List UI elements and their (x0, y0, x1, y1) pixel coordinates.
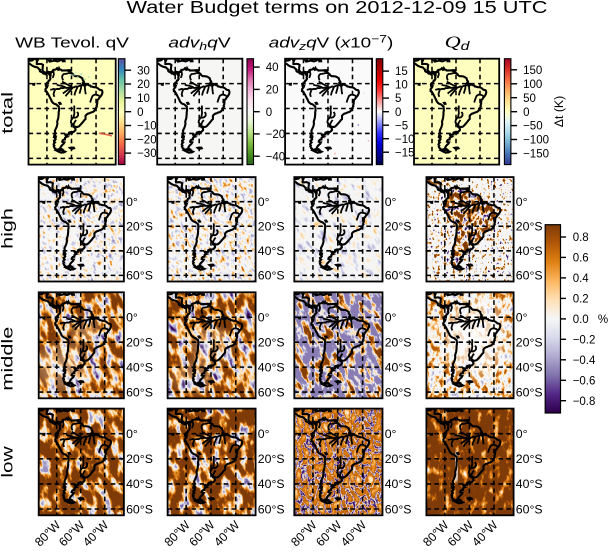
svg-text:total: total (0, 92, 17, 134)
svg-text:60°S: 60°S (516, 502, 543, 516)
svg-text:%: % (598, 314, 608, 326)
svg-text:60°S: 60°S (126, 385, 153, 399)
svg-text:60°S: 60°S (516, 269, 543, 283)
svg-text:60°S: 60°S (385, 502, 412, 516)
svg-text:−150: −150 (523, 149, 549, 161)
svg-text:20°S: 20°S (258, 336, 285, 350)
svg-text:20°S: 20°S (516, 336, 543, 350)
svg-text:20°S: 20°S (126, 220, 153, 234)
svg-text:40°S: 40°S (516, 360, 543, 374)
svg-text:−30: −30 (137, 148, 157, 160)
svg-text:−20: −20 (137, 134, 157, 146)
svg-text:−10: −10 (395, 134, 415, 146)
svg-text:0.0: 0.0 (573, 314, 589, 326)
svg-text:20°S: 20°S (126, 336, 153, 350)
svg-text:0: 0 (266, 107, 272, 119)
svg-text:20°S: 20°S (258, 452, 285, 466)
svg-text:5: 5 (395, 93, 401, 105)
svg-text:0°: 0° (258, 427, 270, 441)
svg-text:60°S: 60°S (385, 385, 412, 399)
svg-text:0: 0 (137, 107, 143, 119)
svg-text:60°S: 60°S (126, 269, 153, 283)
svg-text:20°S: 20°S (385, 452, 412, 466)
svg-text:10: 10 (137, 93, 150, 105)
svg-text:20°S: 20°S (385, 220, 412, 234)
svg-text:20: 20 (137, 79, 150, 91)
svg-text:20°S: 20°S (516, 452, 543, 466)
svg-text:advzqV (x10−7): advzqV (x10−7) (269, 33, 394, 53)
svg-text:40°S: 40°S (516, 244, 543, 258)
svg-text:0.4: 0.4 (573, 273, 590, 285)
svg-text:Water Budget terms on 2012-12-: Water Budget terms on 2012-12-09 15 UTC (126, 0, 547, 18)
svg-text:40°S: 40°S (258, 360, 285, 374)
svg-text:100: 100 (523, 79, 542, 91)
svg-text:40°S: 40°S (126, 244, 153, 258)
svg-text:20°S: 20°S (258, 220, 285, 234)
svg-text:40°S: 40°S (258, 477, 285, 491)
svg-text:60°S: 60°S (258, 269, 285, 283)
svg-text:40°S: 40°S (258, 244, 285, 258)
svg-text:60°S: 60°S (385, 269, 412, 283)
svg-text:20°S: 20°S (126, 452, 153, 466)
svg-text:0°: 0° (516, 311, 528, 325)
svg-text:0: 0 (395, 107, 401, 119)
svg-text:−50: −50 (523, 121, 543, 133)
svg-text:20: 20 (266, 85, 279, 97)
svg-text:20°S: 20°S (385, 336, 412, 350)
svg-text:−100: −100 (523, 135, 549, 147)
svg-text:40°S: 40°S (516, 477, 543, 491)
svg-text:0°: 0° (258, 311, 270, 325)
svg-text:60°S: 60°S (258, 385, 285, 399)
svg-text:−20: −20 (266, 129, 286, 141)
svg-text:low: low (0, 446, 16, 478)
svg-text:20°S: 20°S (516, 220, 543, 234)
svg-text:0°: 0° (516, 195, 528, 209)
svg-text:Δt (K): Δt (K) (552, 96, 566, 127)
svg-text:40°S: 40°S (385, 477, 412, 491)
svg-text:0.8: 0.8 (573, 232, 589, 244)
svg-text:0°: 0° (385, 427, 397, 441)
svg-text:middle: middle (0, 327, 17, 391)
svg-text:high: high (0, 208, 17, 249)
svg-text:Qd: Qd (445, 33, 471, 53)
svg-text:60°S: 60°S (516, 385, 543, 399)
svg-text:60°S: 60°S (126, 502, 153, 516)
svg-text:−0.8: −0.8 (573, 396, 596, 408)
svg-text:15: 15 (395, 66, 408, 78)
svg-text:40°S: 40°S (126, 360, 153, 374)
svg-text:0°: 0° (258, 195, 270, 209)
svg-text:advhqV: advhqV (168, 33, 231, 52)
svg-text:−10: −10 (137, 121, 157, 133)
svg-text:40: 40 (266, 62, 279, 74)
svg-text:10: 10 (395, 80, 408, 92)
svg-text:50: 50 (523, 93, 536, 105)
svg-text:0°: 0° (126, 311, 138, 325)
svg-text:40°S: 40°S (126, 477, 153, 491)
svg-text:0°: 0° (385, 311, 397, 325)
svg-text:40°S: 40°S (385, 244, 412, 258)
svg-text:−40: −40 (266, 151, 286, 163)
svg-text:0°: 0° (126, 195, 138, 209)
svg-text:WB Tevol. qV: WB Tevol. qV (15, 33, 129, 50)
svg-text:0.2: 0.2 (573, 294, 589, 306)
svg-text:0: 0 (523, 107, 529, 119)
svg-text:40°S: 40°S (385, 360, 412, 374)
svg-text:−5: −5 (395, 120, 408, 132)
svg-text:0°: 0° (516, 427, 528, 441)
svg-text:0°: 0° (385, 195, 397, 209)
svg-text:30: 30 (137, 65, 150, 77)
svg-text:60°S: 60°S (258, 502, 285, 516)
svg-text:−0.2: −0.2 (573, 334, 596, 346)
svg-text:−0.4: −0.4 (573, 355, 596, 367)
svg-text:0°: 0° (126, 427, 138, 441)
svg-text:150: 150 (523, 65, 542, 77)
svg-text:0.6: 0.6 (573, 253, 589, 265)
svg-text:−0.6: −0.6 (573, 375, 596, 387)
svg-text:−15: −15 (395, 147, 415, 159)
